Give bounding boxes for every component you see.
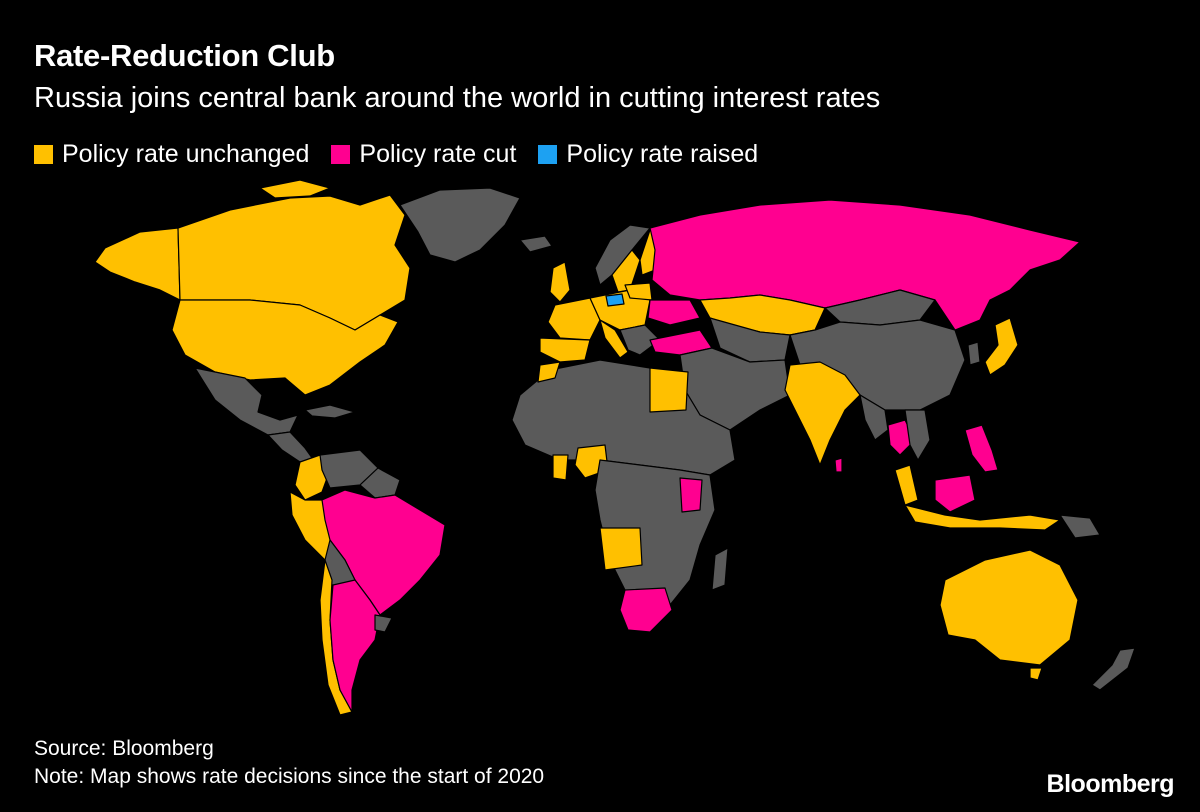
region-korea bbox=[967, 341, 981, 366]
region-alaska bbox=[94, 227, 181, 301]
legend-swatch-cut bbox=[331, 145, 351, 164]
region-balkans bbox=[619, 324, 661, 356]
region-egypt bbox=[649, 367, 689, 413]
legend-swatch-raised bbox=[538, 145, 558, 164]
region-morocco bbox=[537, 361, 561, 383]
region-caribbean bbox=[304, 404, 356, 419]
region-iceland bbox=[519, 235, 553, 253]
region-iberia bbox=[539, 337, 591, 363]
chart-subtitle: Russia joins central bank around the wor… bbox=[34, 82, 881, 114]
region-borneo bbox=[934, 474, 976, 513]
region-mexico bbox=[194, 367, 299, 436]
region-uruguay bbox=[374, 614, 393, 633]
region-philippines bbox=[964, 424, 999, 473]
legend-item-unchanged: Policy rate unchanged bbox=[34, 140, 309, 169]
legend-item-cut: Policy rate cut bbox=[331, 140, 516, 169]
legend-item-raised: Policy rate raised bbox=[538, 140, 758, 169]
region-angola bbox=[599, 527, 643, 571]
bloomberg-logo: Bloomberg bbox=[1046, 770, 1175, 798]
region-malaysia bbox=[894, 464, 919, 506]
region-greenland bbox=[399, 187, 521, 263]
legend-swatch-unchanged bbox=[34, 145, 53, 164]
region-france bbox=[547, 297, 601, 341]
region-madagascar bbox=[711, 547, 729, 591]
region-italy bbox=[599, 319, 629, 359]
region-vietnam bbox=[904, 409, 931, 461]
region-ukraine bbox=[647, 299, 701, 326]
region-myanmar bbox=[859, 394, 889, 441]
region-sri-lanka bbox=[834, 457, 843, 473]
region-argentina bbox=[329, 579, 381, 713]
source-note: Source: Bloomberg bbox=[34, 737, 214, 760]
region-uk bbox=[549, 261, 571, 303]
region-arctic-islands bbox=[259, 180, 331, 199]
region-tasmania bbox=[1029, 667, 1043, 681]
region-south-africa bbox=[619, 587, 673, 633]
world-map bbox=[94, 180, 1136, 716]
region-new-zealand bbox=[1091, 647, 1136, 691]
region-ghana bbox=[552, 454, 569, 481]
region-india bbox=[784, 361, 861, 466]
legend-label-unchanged: Policy rate unchanged bbox=[62, 140, 310, 168]
region-japan bbox=[984, 317, 1019, 376]
legend-label-raised: Policy rate raised bbox=[566, 140, 759, 168]
legend: Policy rate unchanged Policy rate cut Po… bbox=[34, 140, 780, 169]
region-guianas bbox=[359, 467, 401, 499]
region-norway bbox=[594, 224, 651, 286]
region-papua bbox=[1059, 514, 1101, 539]
chart-title: Rate-Reduction Club bbox=[34, 38, 335, 73]
region-czech-republic bbox=[605, 293, 625, 307]
region-indonesia bbox=[904, 504, 1061, 531]
region-usa bbox=[171, 299, 399, 396]
region-central-america bbox=[267, 431, 316, 463]
region-sweden bbox=[611, 249, 641, 293]
legend-label-cut: Policy rate cut bbox=[359, 140, 517, 168]
region-kenya bbox=[679, 477, 703, 513]
footnote: Note: Map shows rate decisions since the… bbox=[34, 765, 545, 788]
region-australia bbox=[939, 549, 1079, 666]
